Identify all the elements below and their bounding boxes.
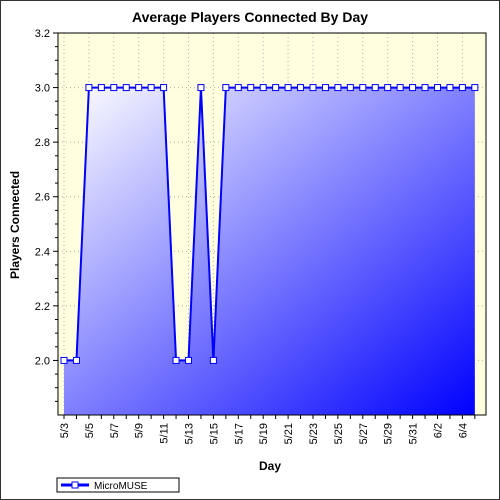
x-tick-label: 5/29: [383, 423, 395, 444]
data-point: [309, 84, 317, 92]
y-tick-label: 2.6: [35, 192, 50, 204]
series-area-fill: [64, 87, 475, 415]
data-point: [384, 84, 392, 92]
data-point: [421, 84, 429, 92]
data-point: [346, 84, 354, 92]
axes: [53, 32, 487, 419]
data-point: [334, 84, 342, 92]
chart-title: Average Players Connected By Day: [132, 9, 368, 25]
x-tick-label: 5/17: [233, 423, 245, 444]
data-point: [160, 84, 168, 92]
data-point: [197, 84, 205, 92]
x-tick-label: 6/2: [433, 423, 445, 438]
data-point: [185, 356, 192, 364]
x-tick-label: 5/21: [283, 423, 295, 444]
x-tick-label: 5/15: [208, 423, 220, 444]
x-tick-label: 5/9: [134, 423, 146, 438]
data-point: [147, 84, 155, 92]
data-point: [247, 84, 255, 92]
data-point: [209, 356, 217, 364]
data-point: [371, 84, 379, 92]
x-tick-label: 5/7: [109, 423, 121, 438]
x-tick-label: 5/25: [333, 423, 345, 444]
legend-box: [56, 477, 180, 493]
data-point: [234, 84, 242, 92]
data-point: [85, 84, 93, 92]
series-points: [60, 84, 479, 364]
x-tick-label: 5/31: [408, 423, 420, 444]
data-point: [284, 84, 292, 92]
data-point: [359, 84, 367, 92]
x-tick-label: 5/27: [358, 423, 370, 444]
data-point: [272, 84, 280, 92]
x-tick-labels: 5/3 5/5 5/7 5/9 5/11 5/13 5/15 5/17 5/19 5/21 5/23…: [59, 423, 469, 444]
y-tick-labels: 2.0 2.2 2.4 2.6 2.8 3.0 3.2: [35, 28, 50, 367]
x-tick-label: 5/13: [184, 423, 196, 444]
data-point: [172, 356, 180, 364]
y-tick-label: 2.0: [35, 355, 50, 367]
y-tick-label: 3.2: [35, 28, 50, 40]
data-point: [222, 84, 230, 92]
x-axis-label: Day: [259, 459, 281, 473]
legend-marker-swatch: [71, 481, 79, 489]
y-tick-label: 2.4: [35, 246, 50, 258]
x-tick-label: 5/5: [84, 423, 96, 438]
data-point: [434, 84, 441, 92]
data-point: [297, 84, 305, 92]
legend: MicroMUSE: [56, 477, 180, 493]
data-point: [72, 356, 80, 364]
x-tick-label: 6/4: [457, 423, 469, 438]
data-point: [458, 84, 466, 92]
series-line: [64, 86, 475, 362]
x-tick-label: 5/23: [308, 423, 320, 444]
data-point: [259, 84, 267, 92]
data-point: [135, 84, 143, 92]
data-point: [471, 84, 479, 92]
x-tick-label: 5/3: [59, 423, 71, 438]
x-tick-label: 5/11: [159, 423, 171, 444]
data-point: [409, 84, 417, 92]
x-tick-label: 5/19: [258, 423, 270, 444]
y-tick-label: 3.0: [35, 83, 50, 95]
data-point: [446, 84, 454, 92]
data-point: [122, 84, 130, 92]
data-point: [60, 356, 68, 364]
data-point: [97, 84, 105, 92]
y-axis-label: Players Connected: [8, 171, 22, 279]
data-point: [110, 84, 118, 92]
y-tick-label: 2.8: [35, 137, 50, 149]
legend-label-micromuse: MicroMUSE: [94, 481, 148, 492]
data-point: [321, 84, 329, 92]
y-tick-label: 2.2: [35, 301, 50, 313]
data-point: [396, 84, 404, 92]
